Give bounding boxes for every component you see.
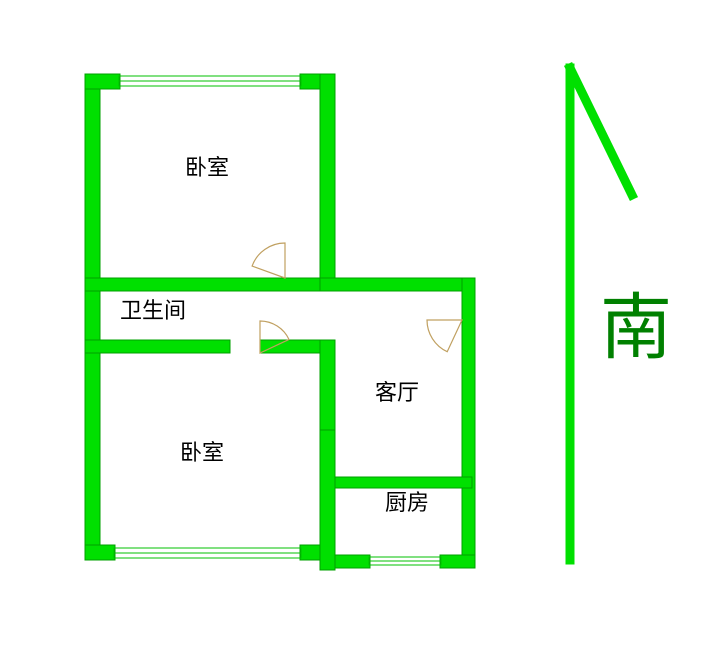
kitchen-label: 厨房 — [385, 490, 429, 515]
wall — [320, 278, 475, 291]
bathroom-label: 卫生间 — [120, 298, 186, 323]
living-room-label: 客厅 — [375, 380, 419, 405]
wall — [85, 340, 230, 353]
wall — [320, 477, 472, 488]
wall — [85, 74, 120, 89]
direction-label: 南 — [600, 289, 672, 369]
floorplan-container: 卧室卫生间卧室客厅厨房南 — [0, 0, 710, 650]
floorplan-svg: 卧室卫生间卧室客厅厨房南 — [0, 0, 710, 650]
wall — [440, 555, 475, 568]
wall — [85, 278, 335, 291]
wall — [320, 430, 335, 570]
wall — [462, 278, 475, 568]
wall — [335, 555, 370, 568]
bedroom-1-label: 卧室 — [185, 155, 229, 180]
wall — [320, 340, 335, 440]
bedroom-2-label: 卧室 — [180, 440, 224, 465]
wall — [320, 74, 335, 291]
wall — [85, 545, 115, 560]
wall — [85, 74, 100, 559]
